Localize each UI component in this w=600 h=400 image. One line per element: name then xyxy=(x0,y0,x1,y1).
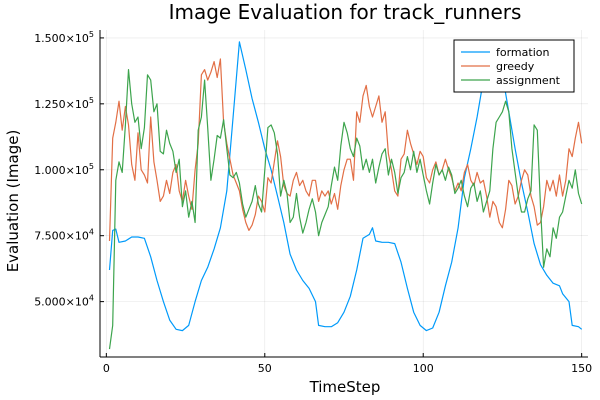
y-tick-label: 7.500×104 xyxy=(34,228,94,243)
y-tick-label: 1.250×105 xyxy=(34,96,94,111)
legend: formation greedy assignment xyxy=(453,39,575,93)
series-line-greedy xyxy=(108,58,583,242)
series-layer xyxy=(108,41,583,350)
x-tick-label: 50 xyxy=(258,362,272,375)
x-axis-label: TimeStep xyxy=(309,378,381,396)
y-tick-label: 1.000×105 xyxy=(34,162,94,177)
axes xyxy=(99,30,588,358)
tick-labels: 0 50 100 150 5.000×104 7.500×104 1.000×105 1.25… xyxy=(34,30,592,375)
grid-lines xyxy=(100,30,588,357)
x-tick-label: 150 xyxy=(571,362,592,375)
series-line-assignment xyxy=(108,69,583,350)
y-tick-label: 1.500×105 xyxy=(34,30,94,45)
chart-title: Image Evaluation for track_runners xyxy=(169,0,522,24)
x-tick-label: 0 xyxy=(103,362,110,375)
legend-label-assignment: assignment xyxy=(496,74,561,87)
legend-label-greedy: greedy xyxy=(496,60,535,73)
series-line-formation xyxy=(108,41,583,332)
x-tick-label: 100 xyxy=(413,362,434,375)
y-tick-label: 5.000×104 xyxy=(34,294,94,309)
y-axis-label: Evaluation (Image) xyxy=(4,130,22,273)
legend-label-formation: formation xyxy=(496,46,549,59)
